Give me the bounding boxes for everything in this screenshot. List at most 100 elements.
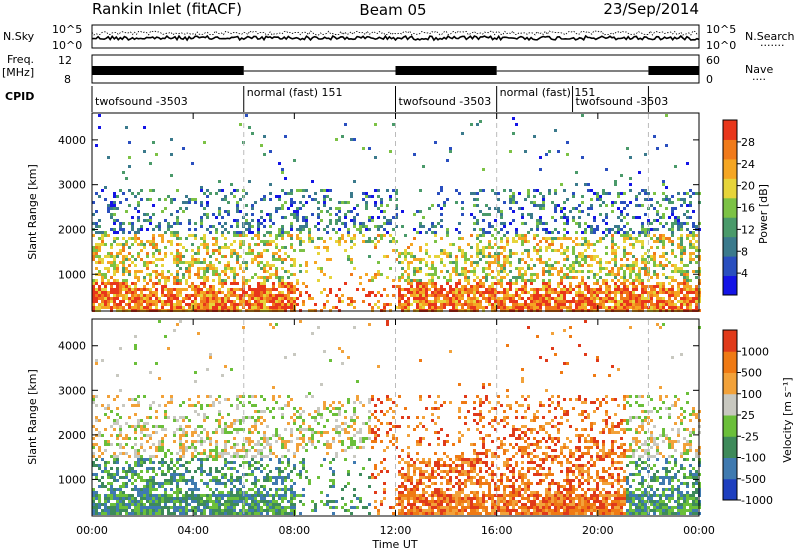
velocity-cell-226 [128,467,131,470]
power-cell-523 [170,273,173,276]
power-cell-2002 [461,207,464,210]
velocity-cell-518 [173,431,176,434]
power-cell-418 [152,246,155,249]
power-cell-881 [227,231,230,234]
power-cell-206 [119,300,122,303]
velocity-cell-713 [203,452,206,455]
power-cell-2266 [503,225,506,228]
power-cell-1996 [458,297,461,300]
power-cell-883 [227,261,230,264]
velocity-cell-452 [161,464,164,467]
velocity-cell-12 [92,488,95,491]
power-cell-3118 [632,285,635,288]
power-cell-1769 [416,294,419,297]
velocity-cell-272 [134,488,137,491]
power-cell-74 [101,261,104,264]
power-cell-3426 [677,282,680,285]
power-cell-452 [158,228,161,231]
power-cell-1898 [440,258,443,261]
power-cell-2544 [545,291,548,294]
power-cell-2819 [587,297,590,300]
power-cell-964 [239,267,242,270]
power-cell-1232 [281,168,284,171]
power-cell-135 [110,282,113,285]
power-cell-494 [164,303,167,306]
velocity-cell-1024 [251,464,254,467]
power-cell-515 [170,201,173,204]
power-cell-3058 [623,297,626,300]
power-cell-533 [173,222,176,225]
power-cell-1594 [374,237,377,240]
cbar-swatch-0 [723,275,737,296]
velocity-cell-1035 [251,512,254,515]
power-cell-3154 [638,267,641,270]
velocity-cell-479 [164,497,167,500]
power-cell-277 [131,216,134,219]
power-cell-1053 [254,234,257,237]
power-cell-589 [179,294,182,297]
velocity-cell-1095 [260,500,263,503]
velocity-cell-981 [245,440,248,443]
power-cell-541 [173,282,176,285]
power-cell-2059 [470,291,473,294]
power-cell-54 [98,255,101,258]
power-cell-341 [140,243,143,246]
power-cell-94 [104,276,107,279]
power-cell-795 [212,300,215,303]
power-cell-1171 [269,297,272,300]
power-cell-2485 [536,300,539,303]
velocity-cell-224 [128,455,131,458]
power-cell-2252 [500,270,503,273]
velocity-cell-47 [98,464,101,467]
power-cell-2580 [551,249,554,252]
power-cell-2905 [602,237,605,240]
velocity-cell-656 [194,446,197,449]
power-cell-1323 [293,261,296,264]
power-cell-2055 [470,264,473,267]
velocity-cell-1058 [254,509,257,512]
power-cell-1775 [419,189,422,192]
power-cell-394 [149,222,152,225]
power-cell-3563 [695,306,698,309]
velocity-cell-930 [236,470,239,473]
velocity-cell-664 [194,497,197,500]
power-cell-3210 [644,303,647,306]
power-cell-14 [92,291,95,294]
power-cell-3059 [623,300,626,303]
power-cell-2775 [581,279,584,282]
power-cell-3320 [662,237,665,240]
velocity-cell-929 [236,455,239,458]
power-cell-563 [176,270,179,273]
power-cell-627 [188,234,191,237]
power-cell-2246 [500,237,503,240]
velocity-cell-1278 [293,413,296,416]
power-cell-2422 [527,255,530,258]
power-cell-1785 [419,270,422,273]
power-cell-2394 [521,306,524,309]
velocity-cell-1029 [251,494,254,497]
power-cell-268 [128,285,131,288]
power-cell-2987 [614,285,617,288]
power-cell-1949 [449,300,452,303]
power-cell-200 [119,261,122,264]
power-cell-574 [176,306,179,309]
power-cell-2010 [461,273,464,276]
power-cell-1159 [269,225,272,228]
velocity-cell-635 [191,446,194,449]
velocity-cell-269 [134,473,137,476]
velocity-cell-948 [239,476,242,479]
power-cell-745 [206,228,209,231]
velocity-cell-526 [173,491,176,494]
power-cell-891 [227,300,230,303]
power-cell-3054 [623,282,626,285]
power-cell-3033 [620,303,623,306]
power-cell-811 [215,291,218,294]
velocity-cell-1101 [263,419,266,422]
velocity-cell-391 [152,467,155,470]
power-cell-83 [101,300,104,303]
power-cell-1441 [326,195,329,198]
power-cell-2789 [584,240,587,243]
power-cell-3075 [626,285,629,288]
power-cell-95 [104,282,107,285]
power-cell-259 [128,222,131,225]
